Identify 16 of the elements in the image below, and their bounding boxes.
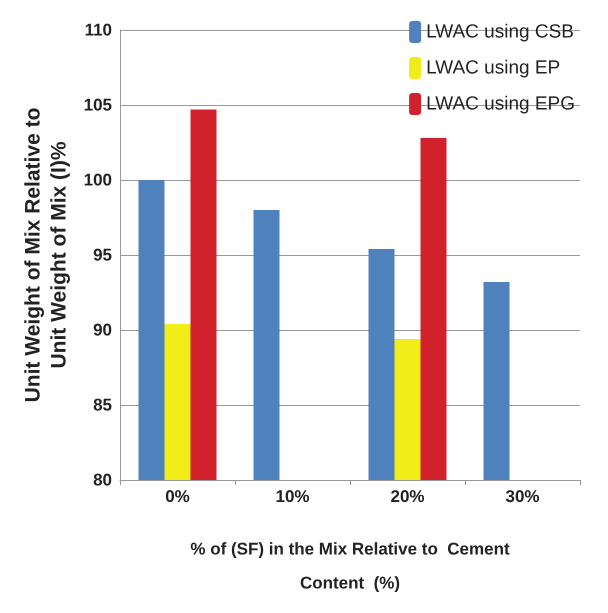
legend-label: LWAC using CSB xyxy=(426,22,574,42)
y-tick-label: 100 xyxy=(84,170,112,190)
y-axis-title: Unit Weight of Mix Relative to Unit Weight of Mix (I)% xyxy=(22,108,70,402)
y-tick-label: 80 xyxy=(93,470,112,490)
y-tick-label: 110 xyxy=(84,20,112,40)
y-tick-label: 85 xyxy=(93,396,112,414)
y-tick-label: 95 xyxy=(93,246,112,264)
x-tick-label: 10% xyxy=(275,487,310,506)
x-tick-label: 30% xyxy=(505,487,540,506)
x-tick-label: 20% xyxy=(390,487,425,506)
y-tick-label: 90 xyxy=(93,320,112,340)
x-tick-label: 0% xyxy=(165,487,190,506)
x-axis-title: % of (SF) in the Mix Relative to Cement Content (%) xyxy=(190,540,510,592)
y-tick-label: 105 xyxy=(84,96,112,114)
legend-label: LWAC using EPG xyxy=(426,94,576,114)
legend-label: LWAC using EP xyxy=(426,58,560,78)
